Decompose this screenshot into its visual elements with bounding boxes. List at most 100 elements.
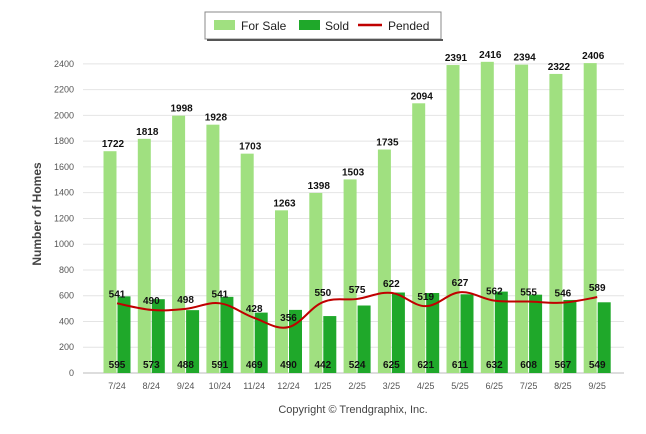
- y-axis-ticks: 0 200 400 600 800 1000 1200 1400 1600 1800 2000 220…: [54, 59, 74, 378]
- label-for-sale: 1998: [170, 104, 193, 115]
- bar-sold: [460, 294, 474, 373]
- label-pended: 490: [143, 296, 160, 307]
- label-pended: 546: [555, 289, 572, 300]
- x-tick-label: 5/25: [451, 381, 469, 391]
- x-tick-label: 6/25: [486, 381, 504, 391]
- y-tick-label: 1800: [54, 136, 74, 146]
- copyright: Copyright © Trendgraphix, Inc.: [278, 404, 427, 416]
- label-sold: 469: [246, 360, 263, 371]
- bar-sold: [529, 294, 543, 373]
- label-sold: 595: [109, 360, 126, 371]
- bar-for-sale: [515, 64, 529, 373]
- bar-for-sale: [377, 149, 391, 373]
- label-pended: 541: [109, 289, 126, 300]
- y-tick-label: 1400: [54, 188, 74, 198]
- bar-for-sale: [549, 73, 563, 374]
- y-tick-label: 1200: [54, 213, 74, 223]
- label-pended: 562: [486, 287, 503, 298]
- label-for-sale: 2416: [479, 50, 502, 61]
- label-pended: 356: [280, 313, 297, 324]
- bar-for-sale: [137, 138, 151, 373]
- label-sold: 573: [143, 360, 160, 371]
- label-for-sale: 2394: [513, 53, 536, 64]
- bar-for-sale: [583, 63, 597, 373]
- y-tick-label: 800: [59, 265, 74, 275]
- legend-label-sold: Sold: [325, 19, 349, 33]
- y-axis-label: Number of Homes: [30, 162, 44, 266]
- bar-sold: [494, 291, 508, 373]
- bar-sold: [563, 299, 577, 373]
- label-sold: 567: [555, 360, 572, 371]
- label-sold: 608: [520, 360, 537, 371]
- legend-label-for-sale: For Sale: [241, 19, 287, 33]
- label-for-sale: 1263: [273, 198, 296, 209]
- label-sold: 442: [314, 360, 331, 371]
- x-tick-label: 9/24: [177, 381, 195, 391]
- bar-for-sale: [275, 210, 288, 373]
- label-for-sale: 1703: [239, 142, 262, 153]
- bar-sold: [323, 316, 337, 373]
- bar-sold: [391, 292, 405, 373]
- x-tick-label: 2/25: [348, 381, 366, 391]
- label-sold: 611: [452, 360, 469, 371]
- x-tick-label: 7/24: [108, 381, 126, 391]
- label-sold: 591: [212, 360, 229, 371]
- y-tick-label: 2000: [54, 110, 74, 120]
- label-for-sale: 1722: [102, 139, 125, 150]
- bar-for-sale: [103, 151, 117, 373]
- label-for-sale: 2391: [445, 53, 468, 64]
- x-tick-label: 4/25: [417, 381, 435, 391]
- bar-for-sale: [172, 115, 186, 374]
- legend-swatch-sold: [299, 20, 320, 30]
- y-tick-label: 0: [69, 368, 74, 378]
- legend: For Sale Sold Pended: [204, 11, 443, 41]
- label-for-sale: 1928: [205, 113, 228, 124]
- label-for-sale: 1503: [342, 167, 365, 178]
- label-pended: 428: [246, 304, 263, 315]
- label-for-sale: 2406: [582, 51, 605, 62]
- y-tick-label: 1000: [54, 239, 74, 249]
- label-sold: 621: [417, 360, 434, 371]
- x-tick-label: 11/24: [243, 381, 265, 391]
- label-pended: 555: [520, 288, 537, 299]
- x-tick-label: 9/25: [588, 381, 606, 391]
- x-tick-label: 1/25: [314, 381, 332, 391]
- y-tick-label: 600: [59, 291, 74, 301]
- label-pended: 622: [383, 279, 400, 290]
- legend-box-shadow: [207, 39, 443, 41]
- x-tick-label: 8/24: [143, 381, 161, 391]
- label-for-sale: 2322: [548, 62, 571, 73]
- label-sold: 549: [589, 360, 606, 371]
- x-tick-label: 8/25: [554, 381, 572, 391]
- x-tick-label: 7/25: [520, 381, 538, 391]
- label-sold: 488: [177, 360, 194, 371]
- y-tick-label: 200: [59, 342, 74, 352]
- bar-sold: [426, 293, 440, 373]
- label-for-sale: 2094: [411, 91, 434, 102]
- pended-line: [116, 291, 598, 329]
- label-sold: 524: [349, 360, 366, 371]
- legend-box: [204, 11, 442, 40]
- bar-sold: [597, 302, 611, 373]
- bar-sold: [357, 305, 371, 373]
- legend-swatch-for-sale: [214, 20, 235, 30]
- label-pended: 575: [349, 285, 366, 296]
- bars: [103, 61, 611, 374]
- y-tick-label: 400: [59, 316, 74, 326]
- legend-label-pended: Pended: [388, 19, 429, 33]
- bar-sold: [151, 299, 165, 373]
- x-tick-label: 10/24: [209, 381, 232, 391]
- x-tick-label: 12/24: [277, 381, 300, 391]
- label-sold: 632: [486, 360, 503, 371]
- bar-for-sale: [480, 61, 494, 373]
- label-pended: 541: [212, 289, 229, 300]
- bar-for-sale: [206, 124, 220, 373]
- y-tick-label: 2400: [54, 59, 74, 69]
- label-pended: 550: [314, 288, 331, 299]
- bar-sold: [186, 310, 200, 373]
- x-tick-label: 3/25: [383, 381, 401, 391]
- x-axis-ticks: 7/24 8/24 9/24 10/24 11/24 12/24 1/25 2/25 3/25 4…: [108, 381, 606, 391]
- y-tick-label: 2200: [54, 85, 74, 95]
- bar-sold: [117, 296, 131, 373]
